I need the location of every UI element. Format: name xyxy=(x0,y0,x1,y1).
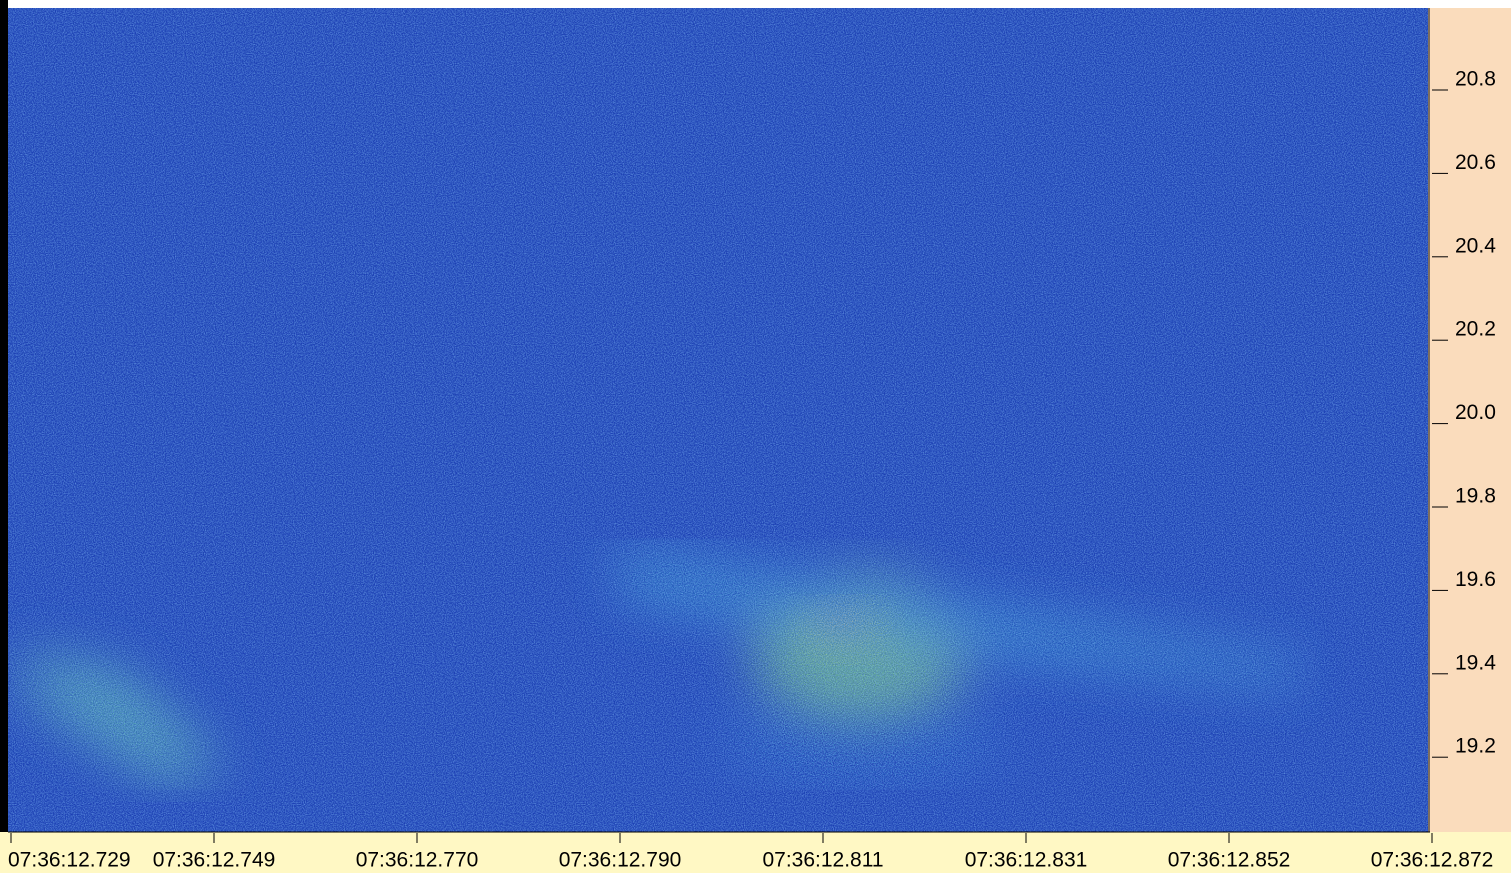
x-axis: 07:36:12.729 07:36:12.749 07:36:12.770 07:3… xyxy=(8,833,1493,872)
x-tick-label: 07:36:12.749 xyxy=(153,849,276,872)
x-tick-label: 07:36:12.872 xyxy=(1371,849,1494,872)
x-tick-label: 07:36:12.811 xyxy=(762,849,883,872)
x-tick-label: 07:36:12.770 xyxy=(356,849,479,872)
y-tick-label: 20.6 xyxy=(1455,151,1496,174)
y-tick-label: 19.4 xyxy=(1455,651,1496,674)
spectrogram-image xyxy=(8,8,1428,832)
x-tick-label: 07:36:12.831 xyxy=(965,849,1088,872)
x-tick-label: 07:36:12.790 xyxy=(559,849,682,872)
y-axis-panel xyxy=(1428,8,1511,832)
y-tick-label: 19.2 xyxy=(1455,735,1496,758)
y-tick-label: 20.2 xyxy=(1455,318,1496,341)
y-tick-label: 20.8 xyxy=(1455,68,1496,91)
y-tick-label: 19.8 xyxy=(1455,485,1496,508)
y-tick-label: 20.0 xyxy=(1455,401,1496,424)
x-axis-panel xyxy=(0,832,1511,873)
y-tick-label: 19.6 xyxy=(1455,568,1496,591)
x-tick-label: 07:36:12.852 xyxy=(1168,849,1291,872)
y-axis: 20.8 20.6 20.4 20.2 20.0 19.8 19.6 19.4 19.2 xyxy=(1432,68,1496,758)
y-tick-label: 20.4 xyxy=(1455,234,1496,257)
x-tick-label: 07:36:12.729 xyxy=(8,849,131,872)
left-border xyxy=(0,0,8,873)
